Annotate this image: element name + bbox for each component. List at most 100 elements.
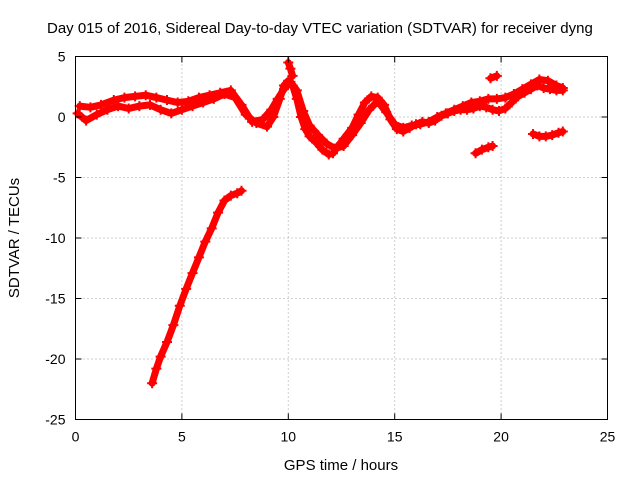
x-tick-label: 25: [600, 429, 616, 445]
data-point: [321, 138, 332, 149]
data-point: [266, 104, 277, 115]
y-tick-label: 0: [58, 109, 66, 125]
x-tick-labels: 0 5 10 15 20 25: [72, 429, 616, 445]
data-point: [508, 89, 519, 100]
data-point: [440, 108, 451, 119]
data-point: [213, 207, 224, 218]
data-point: [162, 95, 173, 106]
data-point: [483, 93, 494, 104]
data-point: [330, 143, 341, 154]
data-point: [287, 70, 298, 81]
data-point: [313, 130, 324, 141]
data-point: [113, 101, 124, 112]
data-point: [406, 120, 417, 131]
data-point: [155, 104, 166, 115]
x-tick-label: 0: [72, 429, 80, 445]
data-point: [493, 105, 504, 116]
data-point: [534, 74, 545, 85]
data-point: [547, 130, 558, 141]
x-tick-label: 15: [387, 429, 403, 445]
data-point: [91, 109, 102, 120]
data-point: [364, 104, 375, 115]
x-tick-label: 5: [178, 429, 186, 445]
data-point: [500, 103, 511, 114]
data-point: [74, 101, 85, 112]
data-point: [172, 97, 183, 108]
data-point: [538, 82, 549, 93]
data-point: [466, 97, 477, 108]
data-point: [155, 351, 166, 362]
series-line-steep-segment: [148, 187, 245, 387]
y-tick-label: -20: [45, 351, 65, 367]
series-segment-21h: [528, 126, 568, 142]
data-point: [215, 87, 226, 98]
data-point: [415, 119, 426, 130]
data-point: [517, 84, 528, 95]
data-point: [176, 104, 187, 115]
data-point: [174, 300, 185, 311]
data-point: [506, 97, 517, 108]
grid: [75, 56, 608, 420]
data-point: [474, 96, 485, 107]
data-point: [279, 84, 290, 95]
data-point: [236, 185, 247, 196]
data-point: [272, 93, 283, 104]
data-point: [102, 104, 113, 115]
data-point: [432, 112, 443, 122]
data-point: [193, 252, 204, 263]
data-point: [485, 73, 496, 84]
data-point: [236, 99, 247, 110]
data-point: [540, 131, 551, 142]
data-point: [268, 112, 279, 122]
series-layer: [72, 57, 568, 389]
data-point: [470, 148, 481, 159]
data-point: [481, 102, 492, 113]
data-point: [200, 236, 211, 247]
series-main-band-a: [72, 75, 568, 160]
data-point: [219, 195, 230, 206]
data-point: [491, 70, 502, 81]
data-point: [338, 141, 349, 152]
data-point: [476, 144, 487, 155]
chart-title: Day 015 of 2016, Sidereal Day-to-day VTE…: [47, 20, 593, 37]
data-point: [193, 92, 204, 103]
data-point: [381, 107, 392, 118]
data-point: [204, 90, 215, 101]
data-point: [285, 63, 296, 74]
y-tick-labels: 5 0 -5 -10 -15 -20 -25: [45, 49, 65, 428]
data-point: [359, 97, 370, 108]
data-point: [487, 141, 498, 152]
data-point: [551, 80, 562, 91]
data-point: [151, 363, 162, 374]
data-point: [166, 108, 177, 119]
series-main-band-b: [74, 74, 568, 154]
data-point: [389, 119, 400, 130]
data-point: [81, 115, 92, 126]
data-point: [291, 85, 302, 96]
y-tick-label: -15: [45, 291, 65, 307]
data-point: [225, 85, 236, 96]
series-segment-19h: [470, 141, 498, 159]
data-point: [366, 91, 377, 102]
data-point: [262, 121, 273, 132]
data-point: [130, 91, 141, 102]
data-point: [557, 126, 568, 137]
axis-ticks: [75, 56, 608, 420]
y-tick-label: -10: [45, 230, 65, 246]
data-point: [487, 104, 498, 115]
series-outlier-19-5: [485, 70, 502, 84]
data-point: [304, 120, 315, 131]
x-axis-label: GPS time / hours: [284, 457, 398, 474]
data-point: [557, 82, 568, 93]
series-spike-10: [283, 57, 298, 81]
series-line-main-band-b: [76, 76, 567, 152]
data-point: [247, 116, 258, 127]
data-point: [151, 92, 162, 103]
data-point: [257, 114, 268, 125]
data-point: [140, 90, 151, 101]
data-point: [528, 128, 539, 139]
data-point: [317, 144, 328, 155]
y-tick-label: 5: [58, 49, 66, 65]
